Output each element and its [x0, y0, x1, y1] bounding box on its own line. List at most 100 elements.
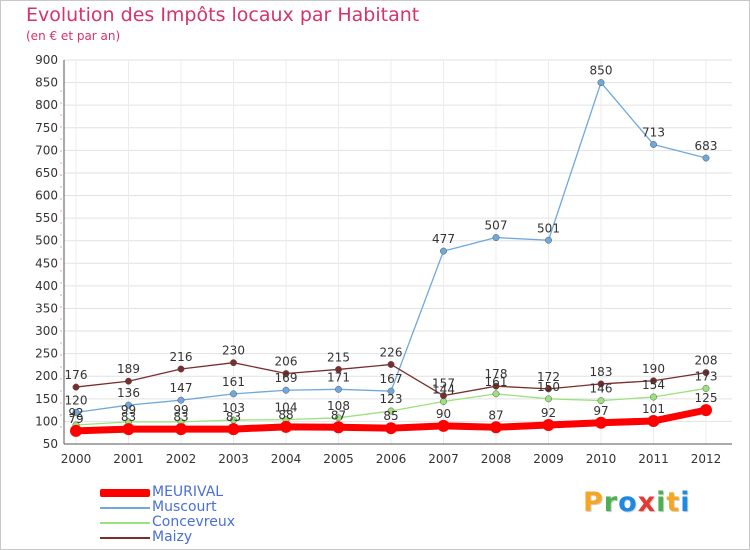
data-point-meurival	[595, 416, 607, 429]
data-label-meurival: 87	[488, 408, 503, 422]
proxiti-logo: Proxiti	[583, 487, 691, 518]
logo-letter: P	[583, 487, 604, 518]
y-tick-label: 50	[43, 437, 58, 451]
data-label-maizy: 216	[170, 350, 193, 364]
data-label-muscourt: 169	[275, 371, 298, 385]
data-point-maizy	[702, 369, 710, 377]
data-point-muscourt	[597, 79, 605, 87]
data-point-concevreux	[702, 384, 710, 392]
data-point-meurival	[490, 421, 502, 434]
x-tick-label: 2008	[481, 452, 512, 466]
y-tick-label: 350	[35, 301, 58, 315]
data-point-maizy	[125, 377, 132, 385]
data-label-muscourt: 136	[117, 386, 140, 400]
data-point-meurival	[647, 414, 660, 427]
data-point-maizy	[597, 380, 605, 388]
legend-label: MEURIVAL	[152, 484, 224, 500]
data-point-concevreux	[545, 395, 552, 403]
y-tick-label: 250	[35, 347, 58, 361]
data-label-muscourt: 501	[537, 221, 560, 235]
data-point-meurival	[332, 421, 345, 434]
x-tick-label: 2006	[376, 452, 407, 466]
y-tick-label: 100	[35, 414, 58, 428]
data-label-maizy: 206	[275, 355, 298, 369]
y-tick-label: 150	[35, 392, 58, 406]
chart-legend: MEURIVAL Muscourt Concevreux Maizy	[100, 485, 350, 545]
data-label-maizy: 226	[380, 345, 403, 359]
data-point-meurival	[385, 422, 397, 435]
data-label-maizy: 190	[642, 362, 665, 376]
data-point-muscourt	[72, 408, 80, 416]
data-label-muscourt: 477	[432, 232, 455, 246]
data-label-meurival: 90	[436, 407, 451, 421]
data-label-meurival: 83	[121, 410, 136, 424]
data-label-concevreux: 103	[222, 401, 245, 415]
legend-label: Concevreux	[152, 514, 236, 530]
data-label-concevreux: 144	[432, 383, 455, 397]
data-label-meurival: 87	[331, 408, 346, 422]
data-label-concevreux: 99	[173, 403, 188, 417]
x-tick-label: 2004	[271, 452, 302, 466]
data-point-meurival	[542, 419, 555, 432]
data-label-meurival: 125	[695, 391, 718, 405]
x-tick-label: 2005	[323, 452, 354, 466]
data-label-muscourt: 120	[65, 393, 88, 407]
data-label-meurival: 97	[593, 404, 608, 418]
data-label-muscourt: 171	[327, 370, 350, 384]
legend-item-maizy: Maizy	[100, 530, 350, 545]
data-label-muscourt: 713	[642, 125, 665, 139]
data-label-maizy: 178	[485, 367, 508, 381]
x-tick-label: 2003	[218, 452, 249, 466]
legend-item-muscourt: Muscourt	[100, 500, 350, 515]
data-point-concevreux	[387, 407, 395, 415]
y-tick-label: 450	[35, 256, 58, 270]
legend-label: Muscourt	[152, 499, 217, 515]
data-point-meurival	[700, 404, 712, 417]
data-label-muscourt: 850	[590, 64, 613, 78]
y-tick-label: 500	[35, 234, 58, 248]
legend-swatch	[100, 521, 152, 524]
data-label-maizy: 183	[590, 365, 613, 379]
data-point-maizy	[230, 359, 237, 367]
data-label-maizy: 189	[117, 362, 140, 376]
data-point-maizy	[440, 392, 447, 400]
data-label-concevreux: 108	[327, 399, 350, 413]
data-label-concevreux: 92	[68, 406, 83, 420]
data-point-maizy	[650, 377, 657, 385]
data-point-meurival	[175, 423, 187, 436]
data-label-concevreux: 123	[380, 392, 403, 406]
data-point-meurival	[227, 423, 240, 436]
data-label-maizy: 157	[432, 377, 455, 391]
data-point-meurival	[280, 420, 292, 433]
chart-subtitle: (en € et par an)	[26, 29, 121, 43]
plot-area	[64, 60, 732, 444]
y-tick-label: 400	[35, 279, 58, 293]
data-point-muscourt	[177, 396, 185, 404]
logo-letter: t	[666, 487, 681, 518]
data-label-muscourt: 161	[222, 375, 245, 389]
y-tick-label: 650	[35, 166, 58, 180]
x-tick-label: 2009	[533, 452, 564, 466]
data-point-muscourt	[702, 154, 710, 162]
data-point-concevreux	[492, 390, 500, 398]
data-point-concevreux	[650, 393, 657, 401]
data-label-maizy: 176	[65, 368, 88, 382]
data-label-muscourt: 167	[380, 372, 403, 386]
legend-swatch	[100, 536, 152, 539]
data-label-concevreux: 99	[121, 403, 136, 417]
x-tick-label: 2001	[113, 452, 144, 466]
data-label-concevreux: 150	[537, 380, 560, 394]
chart-title: Evolution des Impôts locaux par Habitant	[26, 4, 420, 26]
x-tick-label: 2007	[428, 452, 459, 466]
y-tick-label: 600	[35, 189, 58, 203]
x-tick-label: 2011	[638, 452, 669, 466]
x-tick-label: 2002	[166, 452, 197, 466]
data-label-meurival: 83	[226, 410, 241, 424]
y-tick-label: 900	[35, 53, 58, 67]
legend-swatch	[100, 506, 152, 509]
data-point-muscourt	[282, 386, 290, 394]
x-tick-label: 2000	[61, 452, 92, 466]
data-point-maizy	[545, 385, 552, 393]
legend-label: Maizy	[152, 529, 193, 545]
